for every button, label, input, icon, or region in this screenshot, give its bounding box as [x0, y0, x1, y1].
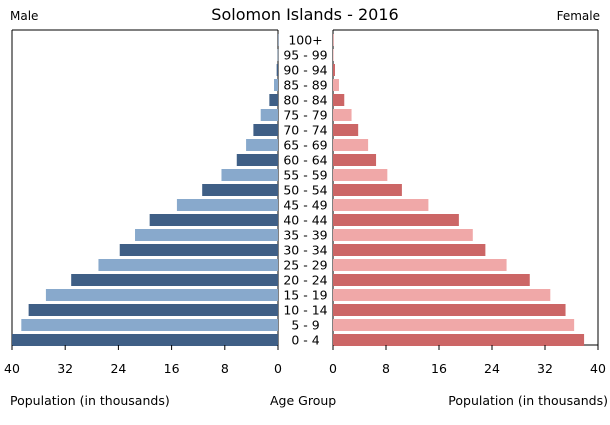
age-group-label: 50 - 54: [283, 183, 327, 198]
age-group-label: 90 - 94: [283, 63, 327, 78]
male-bar: [12, 334, 278, 346]
age-group-label: 40 - 44: [283, 213, 327, 228]
female-bar: [333, 34, 334, 46]
male-bar: [277, 49, 279, 61]
male-side-label: Male: [10, 9, 39, 23]
female-bar: [333, 199, 429, 211]
female-bar: [333, 319, 575, 331]
male-bar: [276, 64, 278, 76]
male-bar: [149, 214, 278, 226]
age-group-label: 15 - 19: [283, 288, 327, 303]
male-bar: [71, 274, 278, 286]
male-bar: [236, 154, 278, 166]
male-bar: [28, 304, 278, 316]
age-group-label: 55 - 59: [283, 168, 327, 183]
chart-title: Solomon Islands - 2016: [211, 5, 399, 24]
female-bar: [333, 274, 530, 286]
male-bar: [221, 169, 278, 181]
female-bar: [333, 334, 585, 346]
female-x-tick-label: 0: [329, 361, 337, 376]
male-x-tick-label: 32: [57, 361, 73, 376]
male-bar: [260, 109, 278, 121]
male-bar: [274, 79, 278, 91]
age-group-label: 10 - 14: [283, 303, 327, 318]
male-bar: [119, 244, 278, 256]
female-bar: [333, 169, 388, 181]
male-x-tick-label: 40: [4, 361, 20, 376]
age-group-label: 35 - 39: [283, 228, 327, 243]
age-group-label: 70 - 74: [283, 123, 327, 138]
male-bar: [253, 124, 278, 136]
male-bar: [202, 184, 278, 196]
male-bar: [246, 139, 278, 151]
female-x-tick-label: 24: [484, 361, 500, 376]
female-bar: [333, 154, 377, 166]
male-bar: [176, 199, 278, 211]
female-bar: [333, 94, 345, 106]
female-bar: [333, 139, 369, 151]
age-group-label: 85 - 89: [283, 78, 327, 93]
male-x-tick-label: 24: [110, 361, 126, 376]
age-group-label: 80 - 84: [283, 93, 327, 108]
age-group-label: 100+: [288, 33, 322, 48]
male-bar: [98, 259, 278, 271]
age-group-label: 30 - 34: [283, 243, 327, 258]
age-group-label: 45 - 49: [283, 198, 327, 213]
female-x-tick-label: 16: [431, 361, 447, 376]
female-bar: [333, 64, 335, 76]
male-x-tick-label: 16: [164, 361, 180, 376]
age-group-axis-label: Age Group: [270, 393, 337, 408]
age-group-label: 75 - 79: [283, 108, 327, 123]
female-x-axis-label: Population (in thousands): [448, 393, 608, 408]
female-bar: [333, 184, 402, 196]
female-bar: [333, 109, 352, 121]
female-bar: [333, 124, 359, 136]
female-x-tick-label: 8: [382, 361, 390, 376]
age-group-label: 95 - 99: [283, 48, 327, 63]
male-x-tick-label: 0: [274, 361, 282, 376]
age-group-label: 0 - 4: [291, 333, 319, 348]
female-bar: [333, 289, 551, 301]
male-bar: [269, 94, 278, 106]
male-bar: [277, 34, 279, 46]
female-side-label: Female: [556, 9, 600, 23]
female-x-tick-label: 40: [590, 361, 606, 376]
male-x-tick-label: 8: [221, 361, 229, 376]
age-group-label: 60 - 64: [283, 153, 327, 168]
male-bar: [135, 229, 278, 241]
male-bar: [45, 289, 278, 301]
male-x-axis-label: Population (in thousands): [10, 393, 170, 408]
female-x-tick-label: 32: [537, 361, 553, 376]
female-bar: [333, 214, 459, 226]
female-bar: [333, 304, 566, 316]
female-bar: [333, 79, 339, 91]
age-group-label: 5 - 9: [291, 318, 319, 333]
female-bar: [333, 229, 473, 241]
age-group-label: 65 - 69: [283, 138, 327, 153]
age-group-label: 20 - 24: [283, 273, 327, 288]
female-bar: [333, 259, 507, 271]
male-bar: [21, 319, 279, 331]
female-bar: [333, 244, 486, 256]
age-group-label: 25 - 29: [283, 258, 327, 273]
female-bar: [333, 49, 334, 61]
